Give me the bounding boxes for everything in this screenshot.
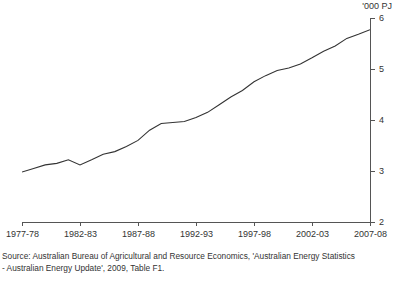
y-tick-mark <box>370 69 375 70</box>
y-axis-label: '000 PJ <box>362 1 392 11</box>
y-tick: 3 <box>370 166 384 176</box>
x-tick-mark <box>312 222 313 226</box>
y-tick-label: 3 <box>379 166 384 176</box>
y-tick-mark <box>370 120 375 121</box>
data-line <box>22 30 370 172</box>
y-tick: 4 <box>370 115 384 125</box>
x-tick: 1977-78 <box>6 222 39 239</box>
x-tick-label: 2002-03 <box>296 229 329 239</box>
x-tick-label: 1997-98 <box>238 229 271 239</box>
x-tick: 1997-98 <box>238 222 271 239</box>
x-axis-line <box>23 223 371 227</box>
y-tick-label: 5 <box>379 64 384 74</box>
y-axis-line <box>371 19 376 223</box>
chart: 1977-78 1982-83 1987-88 1992-93 1997-98 2002-… <box>0 0 397 283</box>
x-tick: 2002-03 <box>296 222 329 239</box>
y-tick-label: 6 <box>379 13 384 23</box>
x-tick-label: 1987-88 <box>122 229 155 239</box>
y-tick: 2 <box>370 217 384 227</box>
x-tick: 1982-83 <box>64 222 97 239</box>
y-tick-label: 4 <box>379 115 384 125</box>
x-tick-mark <box>22 222 23 226</box>
x-tick-label: 2007-08 <box>354 229 387 239</box>
x-tick-label: 1977-78 <box>6 229 39 239</box>
x-axis: 1977-78 1982-83 1987-88 1992-93 1997-98 2002-… <box>6 222 387 239</box>
x-tick-mark <box>196 222 197 226</box>
y-tick: 6 <box>370 13 384 23</box>
x-tick: 1992-93 <box>180 222 213 239</box>
y-tick-mark <box>370 171 375 172</box>
x-tick-label: 1982-83 <box>64 229 97 239</box>
x-tick-label: 1992-93 <box>180 229 213 239</box>
x-tick-mark <box>138 222 139 226</box>
source-note: Source: Australian Bureau of Agricultura… <box>2 251 355 261</box>
y-tick-mark <box>370 18 375 19</box>
y-tick: 5 <box>370 64 384 74</box>
y-tick-label: 2 <box>379 217 384 227</box>
x-tick-mark <box>254 222 255 226</box>
y-tick-mark <box>370 222 375 223</box>
x-tick-mark <box>80 222 81 226</box>
y-axis: 2 3 4 5 6 <box>370 13 384 227</box>
x-tick: 1987-88 <box>122 222 155 239</box>
plot-area <box>22 30 370 172</box>
source-note: - Australian Energy Update', 2009, Table… <box>2 263 164 273</box>
